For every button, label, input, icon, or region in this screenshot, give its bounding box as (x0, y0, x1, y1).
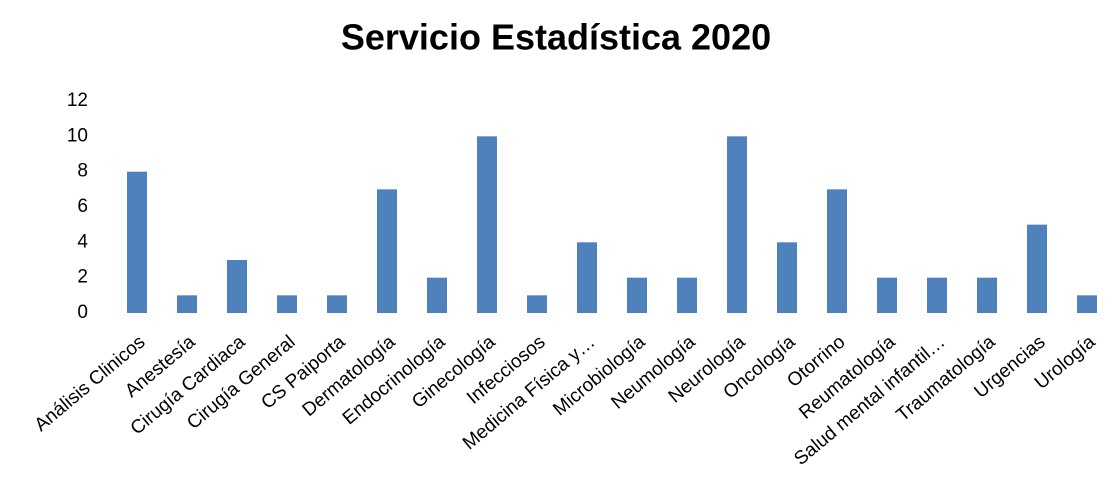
bar (577, 242, 597, 313)
bar (477, 136, 497, 313)
bar (927, 277, 947, 313)
bar (627, 277, 647, 313)
bar (277, 295, 297, 313)
bar (977, 277, 997, 313)
bar (127, 171, 147, 313)
bar (177, 295, 197, 313)
y-tick-label: 2 (77, 267, 88, 288)
y-tick-label: 4 (77, 231, 88, 252)
bar (377, 189, 397, 313)
y-tick-label: 10 (67, 125, 88, 146)
bar (327, 295, 347, 313)
bar (427, 277, 447, 313)
bar (677, 277, 697, 313)
y-tick-label: 6 (77, 196, 88, 217)
bar (527, 295, 547, 313)
chart-title: Servicio Estadística 2020 (341, 17, 771, 58)
y-tick-label: 12 (67, 90, 88, 111)
bar (727, 136, 747, 313)
bar (827, 189, 847, 313)
bar (227, 260, 247, 313)
y-tick-label: 0 (77, 302, 88, 323)
bar (1077, 295, 1097, 313)
bar (877, 277, 897, 313)
bar (777, 242, 797, 313)
y-tick-label: 8 (77, 161, 88, 182)
bar (1027, 224, 1047, 313)
